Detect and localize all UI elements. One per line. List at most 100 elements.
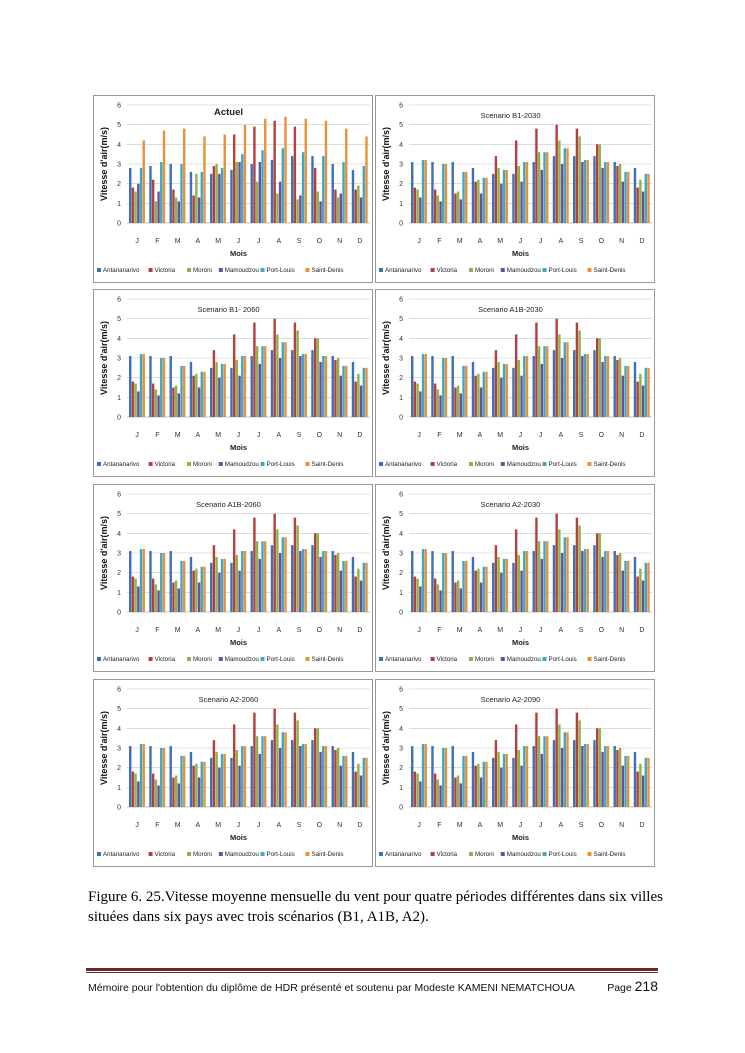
- legend-label: Port-Louis: [549, 461, 577, 468]
- legend-swatch: [587, 657, 592, 661]
- y-tick-label: 4: [399, 531, 403, 538]
- bar-antananarivo: [331, 551, 334, 612]
- bar-moroni: [255, 181, 259, 223]
- y-tick-label: 3: [399, 551, 403, 558]
- bar-port-louis: [543, 346, 546, 417]
- y-tick-label: 6: [117, 297, 121, 304]
- bar-port-louis: [442, 164, 445, 223]
- bar-antananarivo: [291, 740, 294, 807]
- bar-saint-denis: [142, 744, 145, 807]
- bar-moroni: [598, 728, 602, 807]
- bar-antananarivo: [230, 169, 233, 223]
- bar-victoria: [354, 576, 357, 612]
- legend-swatch: [187, 462, 191, 466]
- bar-port-louis: [523, 356, 526, 417]
- bar-antananarivo: [250, 746, 253, 807]
- y-tick-label: 5: [117, 316, 121, 323]
- y-tick-label: 3: [117, 551, 121, 558]
- x-tick-label: M: [175, 627, 181, 634]
- x-tick-label: M: [457, 432, 463, 439]
- x-axis-label: Mois: [512, 443, 529, 452]
- x-tick-label: A: [277, 432, 282, 439]
- bar-port-louis: [624, 755, 627, 807]
- bar-port-louis: [261, 541, 264, 612]
- bar-mamoudzou: [479, 777, 483, 807]
- legend-swatch: [218, 852, 223, 856]
- bar-antananarivo: [270, 350, 274, 417]
- bar-saint-denis: [606, 356, 610, 417]
- y-tick-label: 1: [399, 201, 403, 208]
- legend-label: Port-Louis: [549, 267, 577, 274]
- bar-saint-denis: [284, 342, 287, 417]
- bar-moroni: [436, 389, 440, 417]
- bar-saint-denis: [485, 371, 488, 417]
- x-tick-label: O: [599, 238, 605, 245]
- x-tick-label: A: [478, 238, 483, 245]
- x-tick-label: N: [619, 432, 624, 439]
- bar-mamoudzou: [459, 588, 463, 612]
- x-tick-label: F: [155, 238, 159, 245]
- bar-port-louis: [342, 560, 345, 612]
- y-tick-label: 2: [117, 570, 121, 577]
- x-tick-label: M: [175, 432, 181, 439]
- bar-moroni: [537, 541, 541, 612]
- bar-antananarivo: [250, 356, 253, 417]
- bar-moroni: [618, 748, 622, 807]
- y-tick-label: 0: [399, 415, 403, 422]
- bar-antananarivo: [633, 361, 637, 417]
- bar-antananarivo: [250, 164, 253, 223]
- x-axis-label: Mois: [512, 249, 529, 258]
- bar-port-louis: [322, 356, 325, 417]
- y-tick-label: 1: [117, 590, 121, 597]
- bar-chart: 0 1 2 3 4 5 6 J F M A M J J A S O N D Scenario A2-2060 Mois V…: [97, 687, 370, 858]
- bar-saint-denis: [183, 128, 186, 223]
- bar-antananarivo: [613, 162, 616, 223]
- legend-label: Moroni: [193, 267, 212, 274]
- bar-saint-denis: [444, 748, 448, 807]
- bar-moroni: [154, 779, 158, 807]
- bar-antananarivo: [431, 162, 434, 223]
- bar-port-louis: [180, 755, 183, 807]
- legend-label: Mamoudzou: [225, 656, 260, 663]
- y-axis-label: Vitesse d'air(m/s): [99, 711, 109, 785]
- bar-mamoudzou: [197, 777, 201, 807]
- bar-antananarivo: [492, 173, 495, 223]
- x-tick-label: J: [417, 432, 421, 439]
- y-tick-label: 1: [399, 590, 403, 597]
- bar-moroni: [436, 779, 440, 807]
- bar-mamoudzou: [581, 746, 584, 807]
- bar-mamoudzou: [319, 201, 322, 223]
- bar-victoria: [273, 708, 276, 807]
- y-axis-label: Vitesse d'air(m/s): [99, 127, 109, 201]
- bar-saint-denis: [566, 342, 569, 417]
- bar-port-louis: [644, 562, 647, 612]
- y-tick-label: 6: [399, 492, 403, 499]
- bar-port-louis: [139, 744, 143, 807]
- legend-swatch: [469, 268, 473, 272]
- legend-swatch: [542, 462, 547, 466]
- bar-moroni: [416, 189, 419, 223]
- bar-moroni: [558, 529, 561, 612]
- y-tick-label: 1: [117, 785, 121, 792]
- x-tick-label: M: [497, 238, 503, 245]
- bar-mamoudzou: [641, 191, 645, 223]
- bar-port-louis: [261, 150, 264, 223]
- bar-moroni: [537, 736, 541, 807]
- bar-victoria: [535, 517, 538, 612]
- legend-label: Victoria: [437, 851, 458, 858]
- bar-saint-denis: [284, 537, 287, 612]
- legend-swatch: [148, 268, 153, 272]
- bar-antananarivo: [149, 551, 152, 612]
- legend-label: Saint-Denis: [312, 656, 344, 663]
- footer-rule: [86, 968, 658, 971]
- x-tick-label: M: [457, 822, 463, 829]
- bar-saint-denis: [546, 152, 549, 223]
- bar-saint-denis: [162, 553, 166, 612]
- bar-antananarivo: [129, 746, 132, 807]
- bar-antananarivo: [270, 160, 274, 223]
- x-tick-label: A: [559, 822, 564, 829]
- bar-antananarivo: [471, 167, 475, 223]
- y-tick-label: 0: [117, 610, 121, 617]
- bar-moroni: [639, 179, 642, 223]
